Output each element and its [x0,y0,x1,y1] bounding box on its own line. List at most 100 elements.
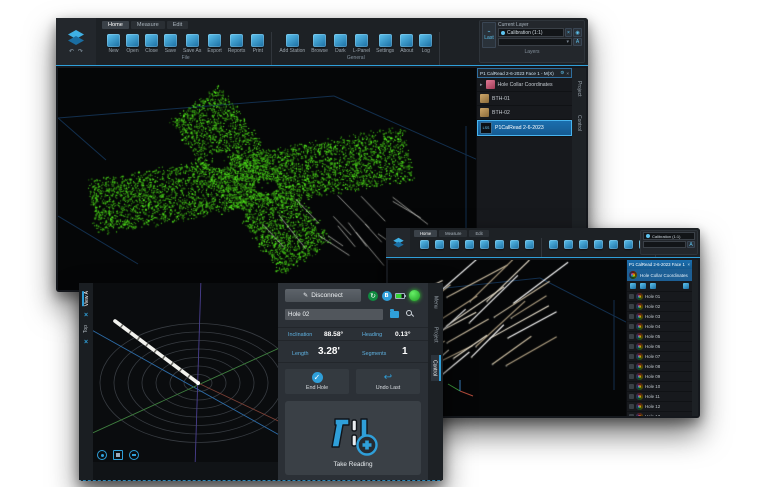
toolbar-add-station-icon[interactable] [546,238,561,249]
tab-measure[interactable]: Measure [439,230,468,237]
view-tabstrip: View A × Top × [79,283,93,480]
toolbar-open-icon[interactable]: Open [123,32,142,54]
hole-collar-group-header[interactable]: Hole Collar Coordinates [627,269,692,281]
toolbar-about-icon[interactable]: About [397,32,416,54]
refresh-icon[interactable] [650,283,656,289]
tab-menu[interactable]: Menu [432,296,439,309]
tab-control[interactable]: Control [430,355,441,382]
hole-list-item[interactable]: Hole 09 [627,372,692,382]
layer-filter-select[interactable]: ▾ [498,38,572,46]
toolbar-browse-icon[interactable]: Browse [308,32,331,54]
toolbar-settings-icon[interactable] [606,238,621,249]
disconnect-button[interactable]: ✎ Disconnect [285,289,361,302]
tree-item-bth02[interactable]: BTH-02 [477,106,572,120]
toolbar-dark-icon[interactable] [576,238,591,249]
target-icon[interactable] [97,450,107,460]
layer-filter-select[interactable] [643,241,686,248]
sort-icon[interactable] [630,283,636,289]
hole-type-icon [629,394,634,399]
toolbar-l-panel-icon[interactable] [591,238,606,249]
hole-name-input[interactable]: Hole 02 [285,309,383,320]
close-view-icon[interactable]: × [83,339,89,347]
layer-add-button[interactable]: A [687,241,695,248]
tab-control[interactable]: Control [576,114,582,131]
toolbar-settings-icon[interactable]: Settings [373,32,397,54]
undo-icon[interactable]: ↶ [68,47,74,55]
tab-home[interactable]: Home [102,21,129,29]
hole-list-item[interactable]: Hole 03 [627,312,692,322]
layer-clear-button[interactable]: × [565,28,572,37]
tab-home[interactable]: Home [414,230,438,237]
hole-label: Hole 10 [645,384,661,389]
filter-icon[interactable] [640,283,646,289]
collapse-icon[interactable] [129,450,139,460]
toolbar-print-icon[interactable] [522,238,537,249]
toolbar-close-icon[interactable]: Close [142,32,161,54]
hole-type-icon [629,334,634,339]
tree-header[interactable]: P1 CalRead 2-6-2023 Face 1 - M(X) ⚙ × [477,68,572,78]
current-layer-select[interactable]: Calibration (1:1) [498,28,564,37]
tree-item-hole-collar[interactable]: ▸ Hole Collar Coordinates [477,78,572,92]
tab-edit[interactable]: Edit [166,21,189,29]
toolbar-export-icon[interactable]: Export [204,32,224,54]
hole-list-item[interactable]: Hole 11 [627,392,692,402]
toolbar-log-icon[interactable]: Log [416,32,435,54]
tab-view-a[interactable]: View A [82,291,90,307]
toolbar-reports-icon[interactable] [507,238,522,249]
hole-list-item[interactable]: Hole 10 [627,382,692,392]
take-reading-button[interactable]: Take Reading [285,401,421,475]
hole-list-item[interactable]: Hole 08 [627,362,692,372]
hole-list-item[interactable]: Hole 04 [627,322,692,332]
close-view-icon[interactable]: × [83,312,89,320]
toolbar-print-icon[interactable]: Print [248,32,267,54]
holes-panel-header[interactable]: P1 CalRead 2-6-2023 Face 1 - M(X) × [627,260,692,269]
current-layer-select[interactable]: Calibration (1:1) [643,232,695,240]
layers-copy-icon[interactable] [113,450,123,460]
panel-close-icon[interactable]: × [687,262,690,267]
tab-measure[interactable]: Measure [130,21,165,29]
tree-gear-icon[interactable]: ⚙ [560,70,565,75]
toolbar-save-as-icon[interactable]: Save As [180,32,204,54]
last-button[interactable]: ⌁ Last [482,22,496,48]
sync-icon[interactable]: ↻ [368,290,378,301]
redo-icon[interactable]: ↷ [78,47,84,55]
search-icon[interactable] [683,283,689,289]
toolbar-new-icon[interactable]: New [104,32,123,54]
hole-list-item[interactable]: Hole 05 [627,332,692,342]
hole-list-item[interactable]: Hole 12 [627,402,692,412]
toolbar-save-icon[interactable]: Save [161,32,180,54]
toolbar-browse-icon[interactable] [561,238,576,249]
undo-last-button[interactable]: ↩ Undo Last [356,369,420,394]
toolbar-save-icon[interactable] [462,238,477,249]
layer-add-button[interactable]: A [573,38,582,46]
toolbar-close-icon[interactable] [447,238,462,249]
tree-close-icon[interactable]: × [566,70,569,76]
tab-project[interactable]: Project [576,81,582,97]
tab-edit[interactable]: Edit [469,230,489,237]
toolbar-dark-icon[interactable]: Dark [331,32,350,54]
tree-item-bth01[interactable]: BTH-01 [477,92,572,106]
toolbar-about-icon[interactable] [621,238,636,249]
expander-icon[interactable]: ▸ [480,81,483,88]
hole-list-item[interactable]: Hole 02 [627,302,692,312]
toolbar-new-icon[interactable] [417,238,432,249]
bluetooth-icon[interactable]: B [381,290,392,301]
toolbar-export-icon[interactable] [492,238,507,249]
folder-icon[interactable] [390,309,399,318]
toolbar-add-station-icon[interactable]: Add Station [276,32,308,54]
hole-list-item[interactable]: Hole 13 [627,412,692,416]
toolbar-l-panel-icon[interactable]: L-Panel [350,32,373,54]
hole-list-item[interactable]: Hole 07 [627,352,692,362]
tree-item-p1calread[interactable]: LSS P1CalRead 2-6-2023 [477,120,572,137]
hole-list-item[interactable]: Hole 01 [627,292,692,302]
hole-list-item[interactable]: Hole 06 [627,342,692,352]
tab-top[interactable]: Top [83,325,89,334]
polar-viewport[interactable] [93,283,278,462]
toolbar-save-as-icon[interactable] [477,238,492,249]
end-hole-button[interactable]: ✓ End Hole [285,369,349,394]
search-icon[interactable] [406,310,412,316]
layer-visibility-button[interactable]: ◉ [573,28,582,37]
toolbar-open-icon[interactable] [432,238,447,249]
tab-project[interactable]: Project [432,326,439,343]
toolbar-reports-icon[interactable]: Reports [225,32,249,54]
